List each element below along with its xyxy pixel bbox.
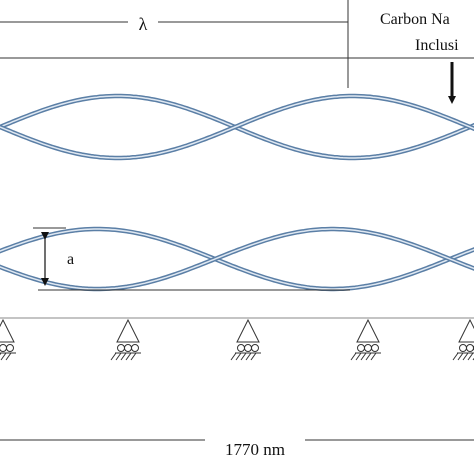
supports	[0, 318, 474, 361]
support-hatch	[457, 352, 464, 361]
support-roller	[237, 344, 245, 352]
support-roller	[251, 344, 259, 352]
support-hatch	[462, 352, 469, 361]
support-roller	[357, 344, 365, 352]
support-hatch	[0, 352, 2, 356]
amplitude-label: a	[67, 251, 74, 268]
label-bg	[128, 10, 158, 34]
support-hatch	[250, 352, 257, 361]
nanotube-core	[0, 95, 474, 159]
length-label: 1770 nm	[225, 440, 285, 459]
support-hatch	[115, 352, 122, 361]
support-triangle	[458, 318, 474, 343]
support-roller	[244, 344, 252, 352]
support-hatch	[370, 352, 377, 361]
support-hatch	[235, 352, 242, 361]
support-hatch	[365, 352, 372, 361]
support-roller	[459, 344, 467, 352]
label-bg	[205, 430, 305, 452]
support-hatch	[125, 352, 132, 361]
support-hatch	[240, 352, 247, 361]
support-hatch	[245, 352, 252, 361]
support-hatch	[130, 352, 137, 361]
support-roller	[131, 344, 139, 352]
support-hatch	[355, 352, 362, 361]
support-hatch	[0, 352, 7, 361]
support-roller	[364, 344, 372, 352]
support-roller	[6, 344, 14, 352]
support-hatch	[467, 352, 474, 361]
support-triangle	[356, 318, 380, 343]
support-hatch	[120, 352, 127, 361]
waves	[0, 93, 474, 292]
support-hatch	[110, 352, 117, 361]
support-hatch	[360, 352, 367, 361]
support-roller	[0, 344, 7, 352]
support-roller	[124, 344, 132, 352]
support-hatch	[452, 352, 459, 361]
support-hatch	[5, 352, 12, 361]
support-triangle	[236, 318, 260, 343]
support-hatch	[230, 352, 237, 361]
support-hatch	[350, 352, 357, 361]
support-roller	[371, 344, 379, 352]
nanotube-core	[0, 228, 474, 290]
nanotube-core	[0, 228, 474, 290]
inclusion-label: Inclusi	[415, 37, 459, 54]
support-triangle	[116, 318, 140, 343]
wavelength-label: λ	[139, 14, 148, 34]
inclusion-label: Carbon Na	[380, 11, 450, 28]
support-roller	[117, 344, 125, 352]
support-roller	[466, 344, 474, 352]
support-triangle	[0, 318, 15, 343]
